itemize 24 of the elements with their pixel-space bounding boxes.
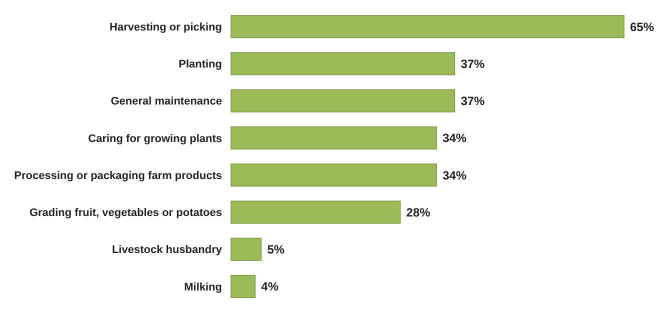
y-tick-label: Harvesting or picking (110, 21, 222, 34)
y-tick-label: Processing or packaging farm products (14, 170, 222, 182)
data-label: 4% (261, 280, 279, 294)
bar (230, 89, 456, 112)
data-label: 34% (442, 168, 467, 182)
y-tick-label: Livestock husbandry (112, 244, 223, 256)
bar (230, 126, 437, 150)
data-label: 5% (267, 242, 285, 257)
y-tick-label: Caring for growing plants (88, 132, 222, 145)
data-label: 37% (460, 94, 486, 108)
data-label: 37% (460, 56, 486, 71)
bar (230, 52, 456, 76)
bar (230, 164, 437, 187)
bar (230, 238, 262, 261)
y-tick-label: Milking (184, 281, 222, 294)
y-tick-label: Grading fruit, vegetables or potatoes (29, 207, 222, 220)
data-label: 28% (406, 205, 431, 220)
bar (230, 200, 401, 224)
bar (230, 274, 256, 298)
data-label: 34% (442, 131, 467, 146)
bar (230, 15, 624, 38)
data-label: 65% (630, 20, 654, 34)
y-tick-label: General maintenance (110, 96, 222, 108)
y-tick-label: Planting (178, 58, 222, 71)
